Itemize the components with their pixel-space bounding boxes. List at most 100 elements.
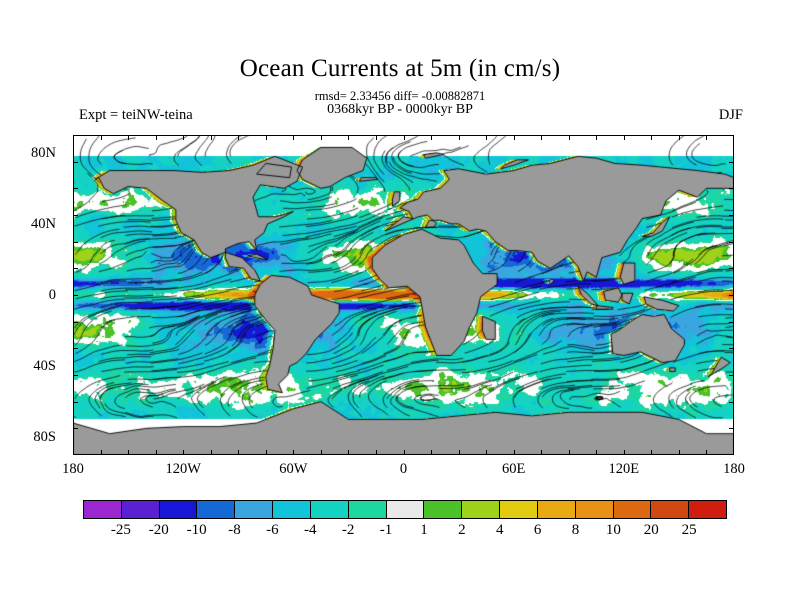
axis-tick: [729, 241, 734, 243]
axis-tick: [265, 135, 267, 140]
colorbar-swatch: [651, 501, 690, 518]
colorbar-swatch: [575, 501, 614, 518]
axis-tick: [596, 135, 598, 140]
axis-tick: [73, 428, 78, 430]
axis-tick: [100, 135, 102, 140]
page-title: Ocean Currents at 5m (in cm/s): [239, 55, 561, 82]
axis-tick: [183, 450, 185, 455]
axis-tick: [348, 450, 350, 455]
axis-tick: [73, 450, 74, 455]
axis-tick: [623, 450, 625, 455]
axis-tick: [375, 450, 377, 455]
colorbar-swatch: [310, 501, 349, 518]
axis-tick: [210, 450, 212, 455]
axis-tick: [729, 295, 734, 296]
axis-tick: [375, 135, 377, 140]
axis-tick: [348, 135, 350, 140]
colorbar-swatch: [537, 501, 576, 518]
axis-tick: [73, 401, 78, 403]
colorbar-swatch: [159, 501, 198, 518]
colorbar-tick-label: -20: [148, 522, 169, 538]
axis-tick: [403, 135, 405, 140]
longitude-tick-label: 120W: [165, 461, 201, 477]
axis-tick: [320, 135, 322, 140]
axis-tick: [729, 321, 734, 323]
period-line: 0368kyr BP - 0000kyr BP: [327, 102, 473, 117]
colorbar-tick-label: 20: [643, 522, 659, 538]
colorbar-tick-label: 6: [533, 522, 542, 538]
axis-tick: [73, 454, 78, 455]
colorbar-swatch: [500, 501, 538, 518]
axis-tick: [513, 135, 515, 140]
colorbar: [83, 500, 727, 519]
axis-tick: [238, 450, 240, 455]
colorbar-swatch: [689, 501, 727, 518]
latitude-tick-label: 80N: [31, 144, 56, 161]
ocean-current-field: [73, 135, 734, 455]
axis-tick: [238, 135, 240, 140]
longitude-tick-label: 60W: [279, 461, 308, 477]
axis-tick: [678, 450, 680, 455]
colorbar-tick-label: 2: [458, 522, 466, 538]
longitude-tick-label: 120E: [608, 461, 640, 477]
colorbar-swatch: [613, 501, 652, 518]
axis-tick: [100, 450, 102, 455]
axis-tick: [431, 450, 433, 455]
map-plot-area: [73, 135, 734, 455]
experiment-label: Expt = teiNW-teina: [79, 107, 193, 123]
colorbar-tick-label: 4: [495, 522, 504, 538]
colorbar-swatch: [121, 501, 160, 518]
axis-tick: [265, 450, 267, 455]
longitude-tick-label: 180: [62, 461, 84, 477]
axis-tick: [729, 428, 734, 430]
axis-tick: [486, 450, 488, 455]
latitude-tick-label: 80S: [33, 429, 56, 446]
axis-tick: [733, 450, 734, 455]
colorbar-tick-label: -2: [341, 522, 355, 538]
colorbar-tick-label: -25: [110, 522, 131, 538]
colorbar-swatch: [197, 501, 236, 518]
axis-tick: [729, 215, 734, 216]
axis-tick: [541, 450, 543, 455]
colorbar-swatch: [84, 501, 122, 518]
axis-tick: [729, 375, 734, 376]
latitude-tick-label: 40S: [33, 358, 56, 375]
axis-tick: [651, 450, 653, 455]
colorbar-tick-label: 25: [681, 522, 697, 538]
axis-tick: [568, 135, 570, 140]
colorbar-tick-label: 8: [571, 522, 580, 538]
axis-tick: [293, 135, 295, 140]
axis-tick: [183, 135, 185, 140]
axis-tick: [73, 268, 78, 270]
latitude-tick-label: 0: [48, 287, 56, 303]
axis-tick: [678, 135, 680, 140]
axis-tick: [73, 241, 78, 243]
axis-tick: [73, 135, 78, 136]
axis-tick: [729, 401, 734, 403]
latitude-tick-label: 40N: [31, 215, 56, 232]
axis-tick: [541, 135, 543, 140]
axis-tick: [729, 348, 734, 350]
colorbar-swatch: [273, 501, 311, 518]
colorbar-tick-label: 1: [420, 522, 428, 538]
colorbar-swatch: [462, 501, 501, 518]
axis-tick: [651, 135, 653, 140]
axis-tick: [729, 161, 734, 163]
axis-tick: [73, 188, 78, 190]
axis-tick: [73, 295, 78, 296]
colorbar-swatch: [386, 501, 425, 518]
map-frame: [73, 135, 734, 455]
longitude-tick-label: 0: [399, 461, 408, 477]
axis-tick: [403, 450, 405, 455]
colorbar-tick-label: -10: [186, 522, 207, 538]
colorbar-swatch: [348, 501, 387, 518]
axis-tick: [596, 450, 598, 455]
axis-tick: [73, 321, 78, 323]
axis-tick: [73, 161, 78, 163]
axis-tick: [729, 268, 734, 270]
axis-tick: [128, 135, 130, 140]
axis-tick: [155, 135, 157, 140]
axis-tick: [729, 454, 734, 455]
axis-tick: [73, 215, 78, 216]
season-label: DJF: [718, 107, 743, 123]
